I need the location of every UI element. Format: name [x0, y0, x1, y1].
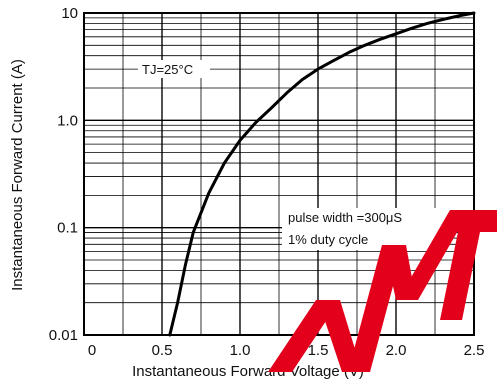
series-line-0	[168, 11, 476, 337]
x-tick-label: 0	[88, 342, 96, 359]
watermark-stroke-6	[450, 210, 497, 232]
y-tick-label: 1.0	[57, 112, 78, 129]
plot-frame	[83, 12, 475, 336]
watermark-stroke-7	[440, 232, 480, 320]
pulse-note-box	[282, 208, 444, 250]
watermark-stroke-2	[318, 300, 362, 372]
x-axis-label: Instantaneous Forward Voltage (V)	[132, 363, 364, 380]
watermark-stroke-1	[268, 300, 340, 372]
pulse-width-note: pulse width =300μS	[288, 210, 402, 225]
series-curve	[168, 11, 476, 337]
watermark	[268, 210, 497, 372]
duty-cycle-note: 1% duty cycle	[288, 232, 368, 247]
y-tick-label: 0.01	[49, 327, 78, 344]
temperature-note-box	[138, 60, 210, 78]
tick-labels: 0 0.5 1.0 1.5 2.0 2.5 0.01 0.1 1.0 10	[49, 5, 485, 359]
y-tick-label: 0.1	[57, 220, 78, 237]
x-tick-label: 2.0	[386, 342, 407, 359]
x-tick-label: 2.5	[464, 342, 485, 359]
watermark-stroke-3	[348, 245, 404, 372]
y-axis-label: Instantaneous Forward Current (A)	[9, 59, 26, 291]
y-tick-label: 10	[61, 5, 78, 22]
x-tick-label: 0.5	[152, 342, 173, 359]
watermark-stroke-5	[398, 210, 470, 300]
temperature-note: TJ=25°C	[142, 62, 193, 77]
x-tick-label: 1.0	[230, 342, 251, 359]
x-tick-label: 1.5	[308, 342, 329, 359]
